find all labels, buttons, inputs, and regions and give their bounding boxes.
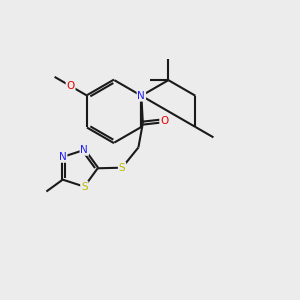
Text: N: N [137,91,145,101]
Text: N: N [80,145,88,155]
Text: O: O [66,81,75,91]
Text: S: S [81,182,88,192]
Text: S: S [119,163,125,173]
Text: O: O [160,116,168,126]
Text: N: N [59,152,67,162]
